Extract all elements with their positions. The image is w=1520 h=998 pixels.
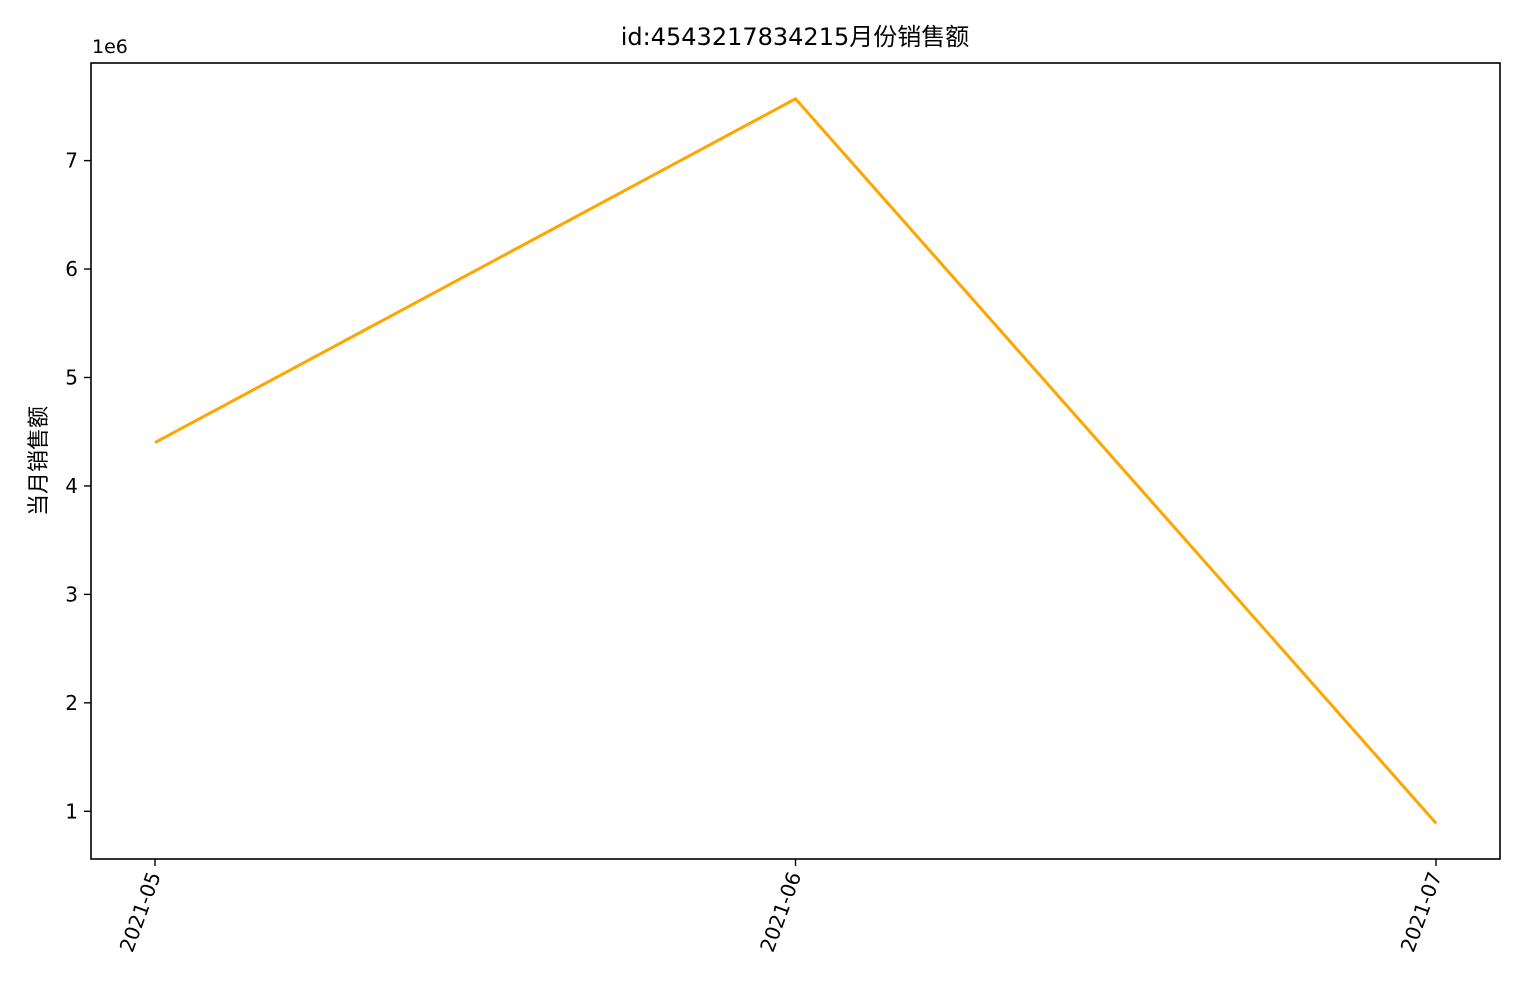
y-tick-label: 1 <box>65 799 78 823</box>
chart-title: id:4543217834215月份销售额 <box>621 23 970 51</box>
plot-frame <box>90 62 1501 860</box>
y-tick-label: 4 <box>65 474 78 498</box>
y-tick-label: 7 <box>65 149 78 173</box>
y-tick-label: 2 <box>65 691 78 715</box>
y-offset-label: 1e6 <box>92 36 128 58</box>
y-tick-label: 3 <box>65 582 78 606</box>
series-line <box>154 96 1438 825</box>
y-axis-label: 当月销售额 <box>27 406 52 516</box>
series-layer <box>154 96 1438 825</box>
y-tick-label: 6 <box>65 257 78 281</box>
y-tick-label: 5 <box>65 365 78 389</box>
